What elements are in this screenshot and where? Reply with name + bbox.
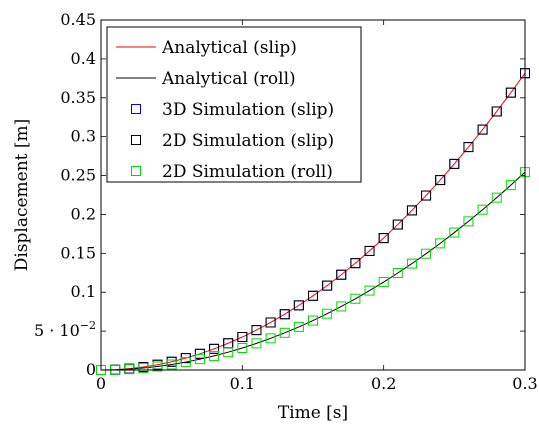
series-marker <box>251 325 262 336</box>
series-marker <box>463 142 474 153</box>
series-marker <box>180 357 191 368</box>
legend-marker-swatch <box>131 166 141 176</box>
legend-entry-label: 2D Simulation (roll) <box>162 162 333 182</box>
series-marker <box>308 315 318 326</box>
series-marker <box>392 268 403 279</box>
series-marker <box>293 300 304 311</box>
legend-box <box>106 26 362 183</box>
series-marker <box>194 348 205 359</box>
series-marker <box>251 338 262 349</box>
series-marker <box>194 354 205 365</box>
series-marker <box>265 317 276 328</box>
series-marker <box>378 277 389 288</box>
series-marker <box>308 290 318 301</box>
series-marker <box>138 363 149 374</box>
series-marker <box>237 332 248 343</box>
series-marker <box>421 248 432 259</box>
legend-marker-swatch <box>131 135 141 145</box>
series-marker <box>406 205 417 216</box>
series-marker <box>477 204 488 215</box>
series-marker <box>477 124 488 135</box>
series-marker <box>378 233 389 244</box>
series-marker <box>293 321 304 332</box>
legend-entry-label: Analytical (roll) <box>161 69 296 89</box>
y-tick-label-exponent: −2 <box>80 319 96 332</box>
axis-ticks: 0 0.1 0.2 0.3 0 5 · 10−2 0.1 0.15 0.2 0.25 0.3 0.35… <box>34 10 538 393</box>
legend-entry-label: 2D Simulation (slip) <box>162 131 334 151</box>
series-marker <box>322 280 333 291</box>
series-marker <box>505 87 516 98</box>
legend-marker-swatch <box>131 104 141 114</box>
y-tick-label: 0.2 <box>71 204 96 223</box>
series-marker <box>364 285 375 296</box>
series-marker <box>505 180 516 191</box>
series-marker <box>124 364 135 375</box>
series-marker <box>435 175 446 186</box>
series-line <box>100 171 526 371</box>
series-marker <box>463 216 474 227</box>
x-tick-label: 0.3 <box>512 374 537 393</box>
x-axis-label: Time [s] <box>278 403 348 423</box>
y-tick-label: 0.4 <box>71 49 96 68</box>
series-lines <box>100 72 526 371</box>
y-tick-label: 5 · 10−2 <box>34 319 96 340</box>
series-marker <box>350 293 361 304</box>
y-tick-label: 0.1 <box>71 282 96 301</box>
series-marker <box>209 350 220 361</box>
series-marker <box>491 192 502 203</box>
series-marker <box>279 327 290 338</box>
x-tick-label: 0.1 <box>230 374 255 393</box>
series-marker <box>209 343 220 354</box>
series-marker <box>279 309 290 320</box>
series-marker <box>364 245 375 256</box>
series-marker <box>265 333 276 344</box>
x-tick-label: 0 <box>96 374 106 393</box>
plot-frame <box>100 19 526 371</box>
y-tick-label: 0.3 <box>71 127 96 146</box>
legend-entry-label: 3D Simulation (slip) <box>162 100 334 120</box>
legend: Analytical (slip) Analytical (roll) 3D Sim… <box>106 26 362 183</box>
series-line <box>100 72 526 371</box>
y-tick-label-base: 5 · 10 <box>34 321 80 340</box>
series-marker <box>336 269 347 280</box>
series-marker <box>449 227 460 238</box>
series-marker <box>421 190 432 201</box>
series-marker <box>223 347 234 358</box>
series-marker <box>435 238 446 249</box>
y-tick-label: 0.35 <box>60 88 96 107</box>
series-marker <box>166 359 177 370</box>
series-marker <box>406 258 417 269</box>
legend-entry-label: Analytical (slip) <box>161 38 297 58</box>
series-marker <box>350 258 361 269</box>
y-tick-label: 0.25 <box>60 166 96 185</box>
series-marker <box>322 308 333 319</box>
series-marker <box>152 361 163 372</box>
x-tick-label: 0.2 <box>371 374 396 393</box>
series-marker <box>491 106 502 117</box>
y-tick-label: 0.45 <box>60 10 96 29</box>
y-tick-label: 0 <box>86 360 96 379</box>
series-marker <box>336 301 347 312</box>
series-marker <box>237 342 248 353</box>
series-marker <box>449 158 460 169</box>
series-markers <box>96 68 530 375</box>
y-tick-label: 0.15 <box>60 243 96 262</box>
series-marker <box>392 219 403 230</box>
y-axis-label: Displacement [m] <box>12 119 32 272</box>
